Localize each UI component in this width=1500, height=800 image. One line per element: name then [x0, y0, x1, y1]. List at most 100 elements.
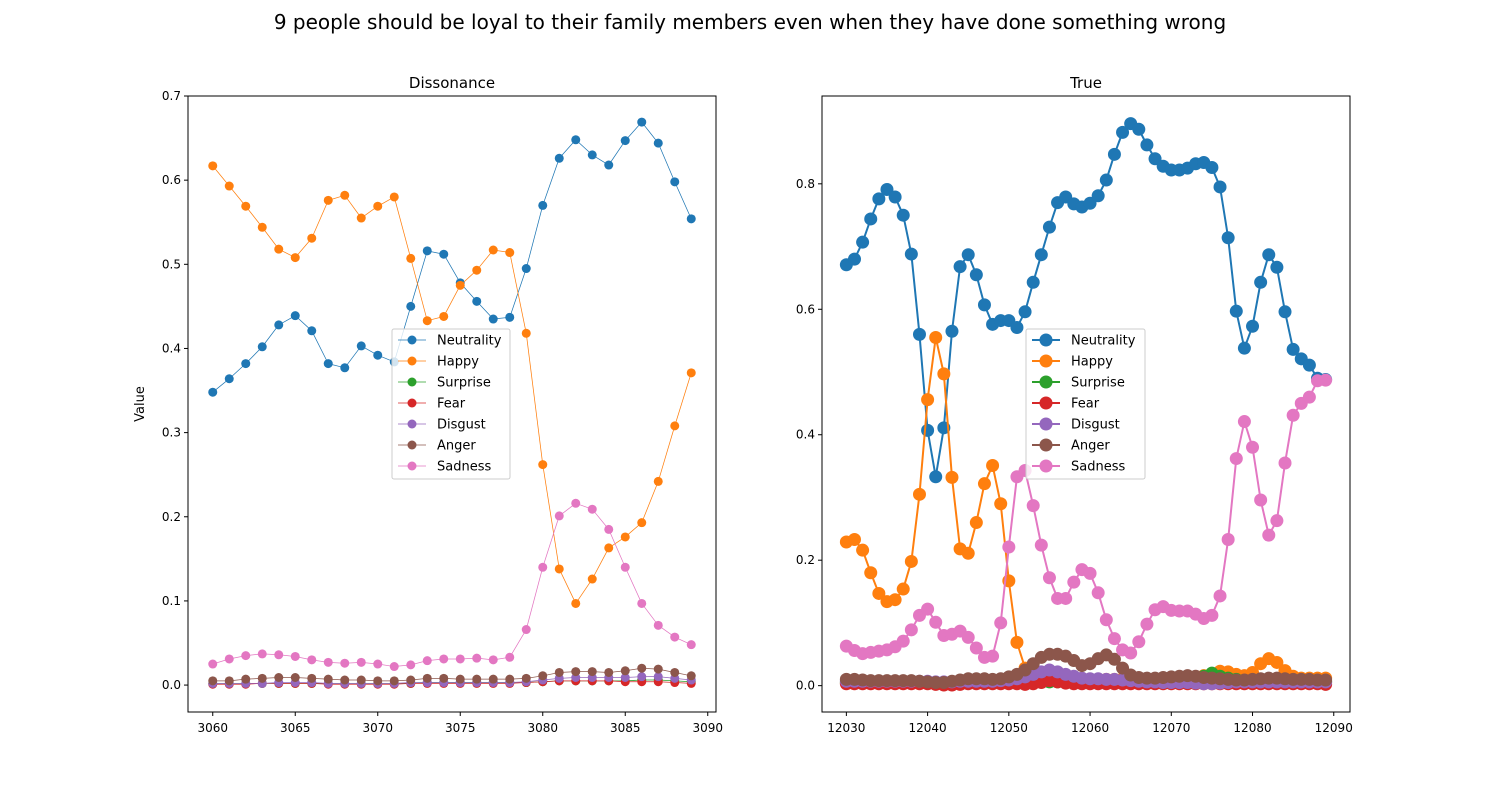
- legend-label: Surprise: [1071, 376, 1125, 391]
- data-point: [847, 252, 861, 266]
- data-point: [1213, 589, 1227, 603]
- data-point: [1042, 571, 1056, 585]
- data-point: [945, 470, 959, 484]
- legend-marker: [1039, 459, 1053, 473]
- data-point: [389, 192, 399, 202]
- data-point: [538, 671, 548, 681]
- series-anger: [839, 647, 1333, 690]
- data-point: [1099, 613, 1113, 627]
- data-point: [472, 674, 482, 684]
- data-point: [505, 652, 515, 662]
- series-sadness: [208, 498, 696, 672]
- legend-marker: [1039, 396, 1053, 410]
- data-point: [1221, 231, 1235, 245]
- data-point: [653, 672, 663, 682]
- data-point: [257, 222, 267, 232]
- data-point: [290, 673, 300, 682]
- data-point: [896, 208, 910, 222]
- data-point: [994, 497, 1008, 511]
- data-point: [274, 320, 284, 330]
- legend-marker: [1039, 375, 1053, 389]
- series-happy: [208, 161, 696, 608]
- data-point: [1083, 566, 1097, 580]
- data-point: [356, 675, 366, 685]
- x-tick-label: 12070: [1152, 721, 1190, 735]
- data-point: [1229, 304, 1243, 318]
- data-point: [488, 245, 498, 255]
- panel-title: Dissonance: [409, 74, 495, 92]
- data-point: [571, 135, 581, 145]
- data-point: [620, 666, 630, 676]
- data-point: [406, 301, 416, 311]
- series-sadness: [839, 373, 1333, 664]
- data-point: [439, 311, 449, 321]
- data-point: [921, 423, 935, 437]
- x-tick-label: 3070: [362, 721, 393, 735]
- legend-label: Anger: [1071, 439, 1110, 454]
- legend-entry: Neutrality: [398, 334, 502, 349]
- data-point: [224, 181, 234, 191]
- legend-label: Disgust: [1071, 418, 1120, 433]
- x-tick-label: 12040: [909, 721, 947, 735]
- data-point: [888, 593, 902, 607]
- data-point: [406, 675, 416, 685]
- data-point: [389, 676, 399, 686]
- legend-marker: [407, 461, 417, 471]
- data-point: [1132, 122, 1146, 136]
- legend-marker: [407, 419, 417, 429]
- data-point: [977, 477, 991, 491]
- data-point: [1286, 342, 1300, 356]
- data-point: [1034, 248, 1048, 262]
- legend-label: Happy: [437, 355, 479, 370]
- data-point: [538, 460, 548, 470]
- data-point: [1018, 305, 1032, 319]
- data-point: [929, 331, 943, 345]
- axes-frame: [187, 95, 717, 713]
- data-point: [969, 516, 983, 530]
- data-point: [1286, 408, 1300, 422]
- data-point: [1205, 608, 1219, 622]
- data-point: [620, 673, 630, 682]
- data-point: [455, 654, 465, 664]
- legend-entry: Sadness: [398, 460, 491, 475]
- data-point: [257, 673, 267, 683]
- data-point: [637, 672, 647, 682]
- data-point: [323, 359, 333, 369]
- y-tick-label: 0.4: [162, 341, 181, 355]
- legend-entry: Happy: [398, 355, 479, 370]
- data-point: [1246, 319, 1260, 333]
- data-point: [505, 248, 515, 258]
- figure-title: 9 people should be loyal to their family…: [273, 10, 1227, 34]
- data-point: [1026, 275, 1040, 289]
- data-point: [587, 150, 597, 160]
- data-point: [637, 598, 647, 608]
- data-point: [1262, 248, 1276, 262]
- data-point: [1107, 652, 1121, 666]
- legend-entry: Fear: [398, 397, 466, 412]
- y-tick-label: 0.4: [796, 428, 815, 442]
- data-point: [373, 676, 383, 686]
- data-point: [1302, 358, 1316, 372]
- legend-marker: [407, 398, 417, 408]
- data-point: [439, 673, 449, 683]
- data-point: [1002, 540, 1016, 554]
- legend-label: Fear: [1071, 397, 1100, 412]
- data-point: [1205, 161, 1219, 175]
- data-point: [961, 546, 975, 560]
- x-tick-label: 12060: [1071, 721, 1109, 735]
- data-point: [257, 342, 267, 352]
- data-point: [422, 246, 432, 256]
- legend-label: Happy: [1071, 355, 1113, 370]
- chart-panel-2: 12030 12040 12050 12060 12070 12080 12090 0.0 0.…: [796, 74, 1353, 735]
- data-point: [208, 161, 218, 171]
- data-point: [961, 630, 975, 644]
- data-point: [847, 532, 861, 546]
- data-point: [969, 268, 983, 282]
- data-point: [864, 212, 878, 226]
- data-point: [587, 667, 597, 677]
- data-point: [307, 233, 317, 243]
- series-neutrality: [839, 117, 1333, 484]
- axes-frame: [821, 95, 1351, 713]
- x-tick-label: 3060: [197, 721, 228, 735]
- data-point: [571, 598, 581, 608]
